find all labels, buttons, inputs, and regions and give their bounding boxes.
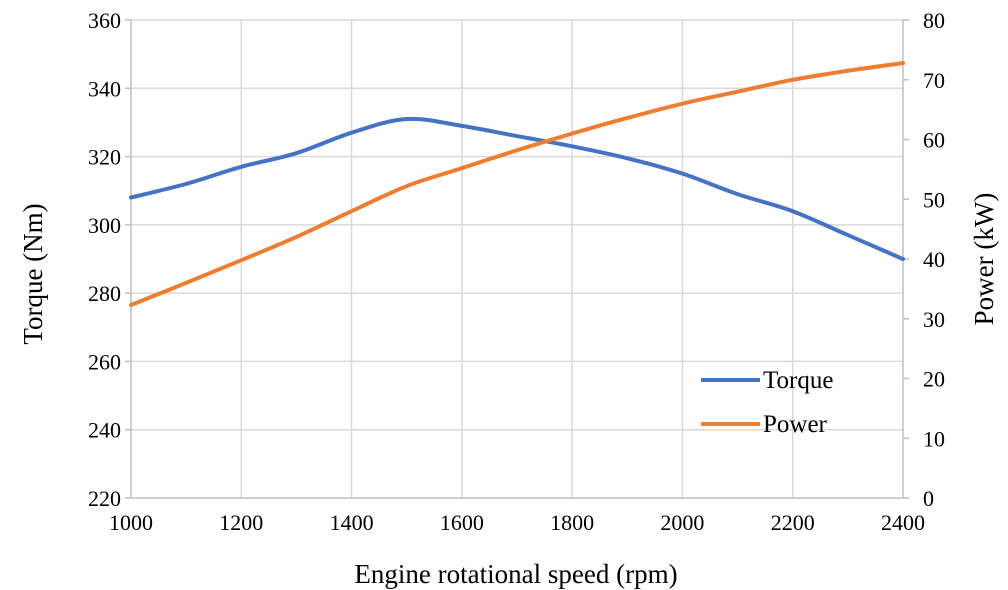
y-tick-label: 260	[88, 349, 121, 374]
y-right-tick-label: 40	[923, 247, 945, 272]
y-right-tick-label: 0	[923, 486, 934, 511]
x-tick-label: 1800	[550, 510, 594, 535]
x-tick-label: 2400	[881, 510, 925, 535]
series-line-power	[129, 61, 905, 308]
legend-label-torque: Torque	[763, 367, 833, 394]
y-tick-label: 300	[88, 213, 121, 238]
y-tick-label: 360	[88, 8, 121, 33]
y-tick-label: 240	[88, 418, 121, 443]
y-right-axis-title: Power (kW)	[969, 193, 999, 326]
x-tick-label: 1200	[219, 510, 263, 535]
y-tick-label: 220	[88, 486, 121, 511]
y-right-tick-labels: 0 10 20 30 40 50 60 70 80	[923, 8, 945, 511]
grid	[131, 19, 903, 498]
y-axis-title: Torque (Nm)	[18, 203, 48, 344]
y-right-tick-label: 70	[923, 68, 945, 93]
x-tick-labels: 1000 1200 1400 1600 1800 2000 2200 2400	[109, 510, 925, 535]
x-axis-title: Engine rotational speed (rpm)	[354, 559, 677, 589]
y-tick-label: 320	[88, 145, 121, 170]
y-tick-labels: 220 240 260 280 300 320 340 360	[88, 8, 121, 511]
y-right-tick-label: 10	[923, 426, 945, 451]
y-right-tick-label: 20	[923, 367, 945, 392]
y-right-tick-label: 30	[923, 307, 945, 332]
series-line-torque	[129, 116, 905, 261]
legend-label-power: Power	[763, 411, 828, 438]
legend: Torque Power	[701, 367, 833, 438]
y-tick-label: 280	[88, 281, 121, 306]
series-lines	[129, 61, 905, 308]
y-right-tick-label: 80	[923, 8, 945, 33]
x-tick-label: 2200	[771, 510, 815, 535]
y-tick-label: 340	[88, 76, 121, 101]
x-tick-label: 1600	[440, 510, 484, 535]
x-tick-label: 2000	[660, 510, 704, 535]
y-right-tick-label: 50	[923, 187, 945, 212]
x-tick-label: 1000	[109, 510, 153, 535]
x-tick-label: 1400	[330, 510, 374, 535]
y-right-tick-label: 60	[923, 128, 945, 153]
